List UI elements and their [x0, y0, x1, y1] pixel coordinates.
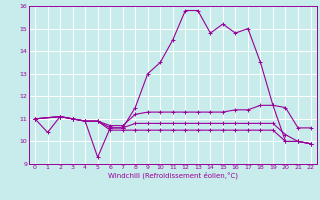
X-axis label: Windchill (Refroidissement éolien,°C): Windchill (Refroidissement éolien,°C) [108, 172, 238, 179]
